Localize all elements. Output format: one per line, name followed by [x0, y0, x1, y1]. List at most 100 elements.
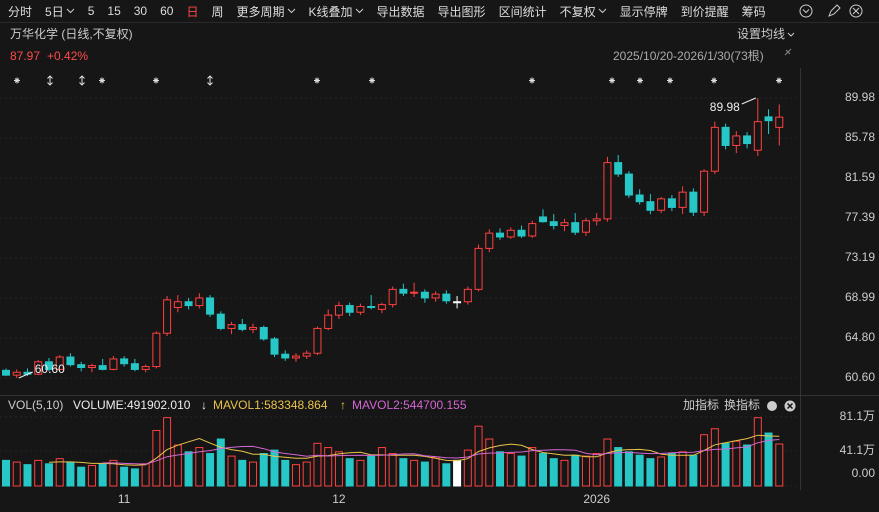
toolbar-item[interactable]: 到价提醒: [681, 3, 729, 20]
candle-body: [216, 313, 225, 329]
toolbar-item[interactable]: 5日: [45, 3, 75, 20]
candle-body: [77, 364, 86, 369]
vol-tick-label: 0.00: [852, 466, 876, 480]
toolbar-label: 日: [186, 4, 199, 19]
x-tick-label: 11: [118, 492, 131, 506]
volume-bar: [184, 451, 193, 487]
panel-icons: [767, 400, 796, 412]
chevron: [355, 8, 363, 14]
candle-body: [388, 288, 397, 306]
volume-bar: [173, 444, 182, 487]
volume-bar: [624, 451, 633, 487]
volume-bar: [700, 434, 709, 487]
volume-bar: [474, 425, 483, 487]
high-annotation: 89.98: [710, 100, 740, 114]
volume-bar: [581, 455, 590, 487]
vol-tick-label: 81.1万: [840, 409, 875, 423]
volume-bar: [657, 456, 666, 487]
add-indicator[interactable]: 加指标: [683, 397, 719, 412]
high-arrow: [741, 97, 756, 105]
toolbar-label: 区间统计: [498, 4, 547, 19]
candle-body: [238, 324, 247, 330]
toolbar-label: 到价提醒: [680, 4, 729, 19]
volume-bar: [539, 453, 547, 487]
toolbar-item[interactable]: 导出图形: [438, 3, 486, 20]
pin-icon: [784, 48, 792, 56]
volume-bar: [689, 454, 698, 487]
candle-body: [270, 338, 279, 355]
event-star: [99, 77, 105, 84]
candle-body: [667, 198, 676, 208]
event-star: [637, 77, 643, 84]
event-star: [609, 77, 615, 84]
event-star: [776, 77, 782, 84]
toolbar-item[interactable]: 分时: [8, 3, 32, 20]
toolbar-label: 周: [211, 4, 224, 19]
stock-title: 万华化学 (日线,不复权): [10, 26, 133, 41]
candle-body: [249, 326, 258, 330]
toolbar-item[interactable]: 区间统计: [499, 3, 547, 20]
ma-settings[interactable]: 设置均线: [737, 27, 785, 41]
volume-bar: [66, 461, 75, 487]
candle-body: [592, 218, 601, 222]
event-arrow: [79, 75, 85, 86]
candle-body: [227, 324, 236, 329]
event-star: [529, 77, 535, 84]
volume-bar: [356, 459, 365, 487]
toolbar-item[interactable]: 不复权: [560, 3, 607, 20]
toolbar-label: 更多周期: [236, 4, 285, 19]
volume-bar: [206, 453, 215, 487]
candle-body: [410, 291, 419, 294]
volume-bar: [238, 459, 247, 487]
candle-body: [334, 305, 343, 316]
event-star: [314, 77, 320, 84]
toolbar-item[interactable]: 15: [107, 4, 120, 18]
x-tick-label: 12: [332, 492, 346, 506]
candle-body: [635, 194, 644, 203]
volume-bar: [775, 443, 784, 487]
candle-body: [732, 135, 741, 146]
toolbar-item[interactable]: 更多周期: [237, 3, 296, 20]
candle-body: [163, 299, 172, 334]
toolbar-item[interactable]: 60: [160, 4, 173, 18]
toolbar-label: 导出图形: [437, 4, 486, 19]
price-change: +0.42%: [47, 49, 88, 63]
candle-body: [184, 301, 193, 307]
volume-bar: [420, 461, 429, 487]
volume-bar: [667, 453, 676, 487]
switch-indicator[interactable]: 换指标: [724, 397, 760, 412]
candle-body: [152, 332, 161, 368]
candle-body: [109, 358, 118, 370]
event-star: [369, 77, 375, 84]
vol-tick-label: 41.1万: [840, 443, 875, 457]
candle-body: [259, 326, 268, 340]
vol-indicator: VOL(5,10): [8, 398, 63, 412]
candle-body: [549, 221, 558, 227]
volume-bar: [87, 465, 96, 487]
candle-body: [700, 170, 709, 213]
event-star: [153, 77, 159, 84]
candle-body: [356, 306, 365, 313]
toolbar-label: 5日: [45, 4, 64, 19]
candle-body: [485, 232, 494, 249]
toolbar-item[interactable]: K线叠加: [309, 3, 364, 20]
toolbar-item[interactable]: 显示停牌: [620, 3, 668, 20]
volume-bar: [324, 447, 333, 487]
toolbar-item[interactable]: 30: [134, 4, 147, 18]
volume-bar: [571, 454, 580, 487]
toolbar-item[interactable]: 导出数据: [377, 3, 425, 20]
volume-bar: [377, 447, 386, 487]
toolbar-label: 30: [133, 4, 148, 18]
candle-body: [302, 352, 311, 357]
volume-bar: [560, 459, 569, 487]
candle-body: [120, 358, 129, 365]
toolbar-item[interactable]: 筹码: [742, 3, 766, 20]
toolbar-item[interactable]: 5: [88, 4, 95, 18]
y-tick-label: 85.78: [845, 130, 875, 144]
toolbar-item[interactable]: 周: [211, 3, 223, 20]
candle-body: [420, 291, 429, 299]
toolbar-item[interactable]: 日: [186, 3, 198, 20]
candle-body: [66, 356, 75, 366]
candle-body: [646, 201, 655, 211]
